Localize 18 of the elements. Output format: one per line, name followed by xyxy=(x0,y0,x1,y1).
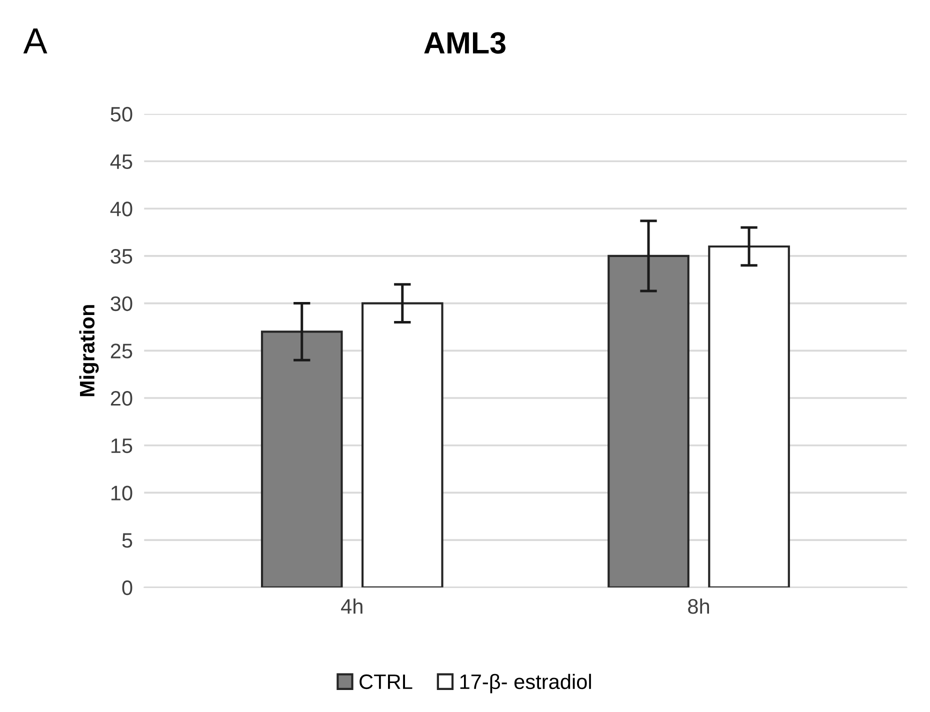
x-tick-label: 8h xyxy=(688,598,710,614)
y-tick-label: 35 xyxy=(110,248,132,264)
y-axis-title: Migration xyxy=(79,305,99,396)
legend-label: CTRL xyxy=(360,674,412,690)
y-tick-label: 0 xyxy=(122,580,132,596)
chart-title: AML3 xyxy=(424,32,506,54)
y-tick-label: 40 xyxy=(110,202,132,216)
y-tick-label: 20 xyxy=(110,391,132,406)
y-tick-label: 25 xyxy=(110,344,132,358)
y-tick-label: 30 xyxy=(110,296,132,312)
y-tick-label: 5 xyxy=(122,533,132,548)
x-tick-label: 4h xyxy=(341,598,362,614)
legend-label: 17-β- estradiol xyxy=(460,674,591,694)
y-tick-label: 45 xyxy=(110,154,132,170)
y-tick-label: 10 xyxy=(111,486,132,500)
text: A xyxy=(23,28,48,54)
y-tick-label: 15 xyxy=(111,438,132,454)
y-tick-label: 50 xyxy=(110,106,132,122)
